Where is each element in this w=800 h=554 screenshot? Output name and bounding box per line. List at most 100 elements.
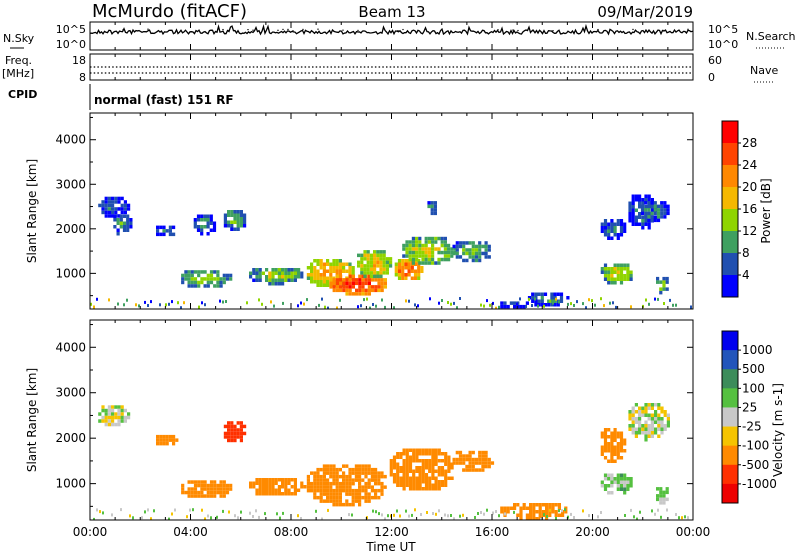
heatmap-cell (310, 262, 314, 266)
heatmap-cell (455, 255, 459, 259)
heatmap-cell (610, 431, 614, 435)
heatmap-cell (392, 480, 397, 484)
heatmap-cell (274, 268, 278, 272)
heatmap-cell (122, 228, 127, 232)
heatmap-cell (610, 274, 614, 278)
heatmap-cell (366, 253, 370, 258)
heatmap-cell (332, 495, 336, 500)
heatmap-cell (319, 474, 323, 479)
heatmap-cell (566, 296, 570, 300)
heatmap-cell (168, 232, 172, 237)
heatmap-cell (545, 517, 549, 520)
ground-scatter-cell (219, 299, 221, 303)
heatmap-cell (619, 222, 624, 226)
heatmap-cell (316, 262, 320, 266)
heatmap-cell (313, 495, 317, 500)
heatmap-cell (428, 483, 432, 487)
heatmap-cell (647, 403, 651, 407)
heatmap-cell (550, 299, 554, 303)
ground-scatter-cell (645, 298, 647, 302)
noise-search-point (287, 28, 289, 31)
heatmap-cell (322, 499, 326, 503)
heatmap-cell (233, 438, 237, 443)
heatmap-cell (424, 254, 428, 258)
heatmap-cell (607, 477, 611, 481)
ground-scatter-cell (111, 513, 113, 517)
heatmap-cell (401, 276, 405, 280)
heatmap-cell (342, 288, 346, 293)
colorbar-swatch (722, 350, 738, 370)
heatmap-cell (300, 271, 304, 275)
ground-scatter-cell (132, 516, 134, 520)
heatmap-cell (405, 476, 409, 480)
heatmap-cell (405, 459, 409, 463)
heatmap-cell (371, 278, 375, 282)
heatmap-cell (418, 483, 422, 487)
noise-search-point (277, 29, 279, 32)
heatmap-cell (373, 260, 377, 265)
heatmap-cell (239, 210, 243, 214)
heatmap-cell (367, 478, 371, 482)
heatmap-cell (360, 260, 364, 265)
heatmap-cell (361, 285, 365, 289)
heatmap-cell (361, 464, 365, 468)
heatmap-cell (401, 266, 405, 270)
heatmap-cell (665, 276, 669, 281)
heatmap-cell (236, 428, 240, 432)
ground-scatter-cell (456, 306, 458, 309)
heatmap-cell (236, 224, 240, 228)
heatmap-cell (268, 488, 272, 492)
x-tick-label: 04:00 (173, 525, 208, 539)
heatmap-cell (379, 264, 383, 268)
heatmap-cell (394, 262, 398, 266)
heatmap-cell (219, 483, 223, 488)
heatmap-cell (650, 403, 654, 407)
ground-scatter-cell (297, 514, 299, 518)
heatmap-cell (364, 288, 368, 293)
heatmap-cell (484, 454, 488, 458)
heatmap-cell (616, 445, 620, 449)
heatmap-cell (412, 480, 416, 484)
heatmap-cell (447, 476, 451, 480)
heatmap-cell (471, 241, 475, 245)
heatmap-cell (428, 480, 432, 484)
heatmap-cell (418, 250, 422, 255)
heatmap-cell (326, 481, 330, 486)
ground-scatter-cell (372, 509, 374, 513)
heatmap-cell (181, 277, 185, 281)
heatmap-cell (412, 487, 416, 491)
heatmap-cell (383, 281, 387, 286)
heatmap-cell (468, 450, 472, 455)
heatmap-cell (326, 262, 330, 266)
heatmap-cell (358, 485, 362, 489)
heatmap-cell (239, 431, 243, 436)
heatmap-cell (216, 277, 220, 281)
noise-search-point (687, 28, 689, 31)
heatmap-cell (640, 211, 645, 216)
heatmap-cell (654, 431, 658, 435)
ground-scatter-cell (393, 306, 395, 309)
heatmap-cell (379, 253, 383, 258)
heatmap-cell (258, 275, 262, 279)
heatmap-cell (447, 247, 451, 251)
heatmap-cell (219, 277, 223, 281)
ground-scatter-cell (159, 303, 161, 307)
heatmap-cell (662, 490, 666, 495)
heatmap-cell (268, 481, 272, 485)
heatmap-cell (603, 442, 608, 446)
heatmap-cell (665, 280, 669, 284)
heatmap-cell (613, 281, 617, 285)
heatmap-cell (444, 483, 448, 487)
heatmap-cell (209, 487, 214, 491)
heatmap-cell (326, 488, 330, 493)
ground-scatter-cell (663, 302, 665, 305)
heatmap-cell (258, 278, 262, 282)
heatmap-cell (345, 478, 349, 482)
heatmap-cell (319, 276, 323, 280)
heatmap-cell (236, 431, 240, 436)
heatmap-cell (600, 452, 604, 456)
heatmap-cell (287, 271, 291, 275)
ground-scatter-cell (513, 510, 515, 514)
heatmap-cell (665, 487, 669, 491)
heatmap-cell (619, 477, 624, 481)
